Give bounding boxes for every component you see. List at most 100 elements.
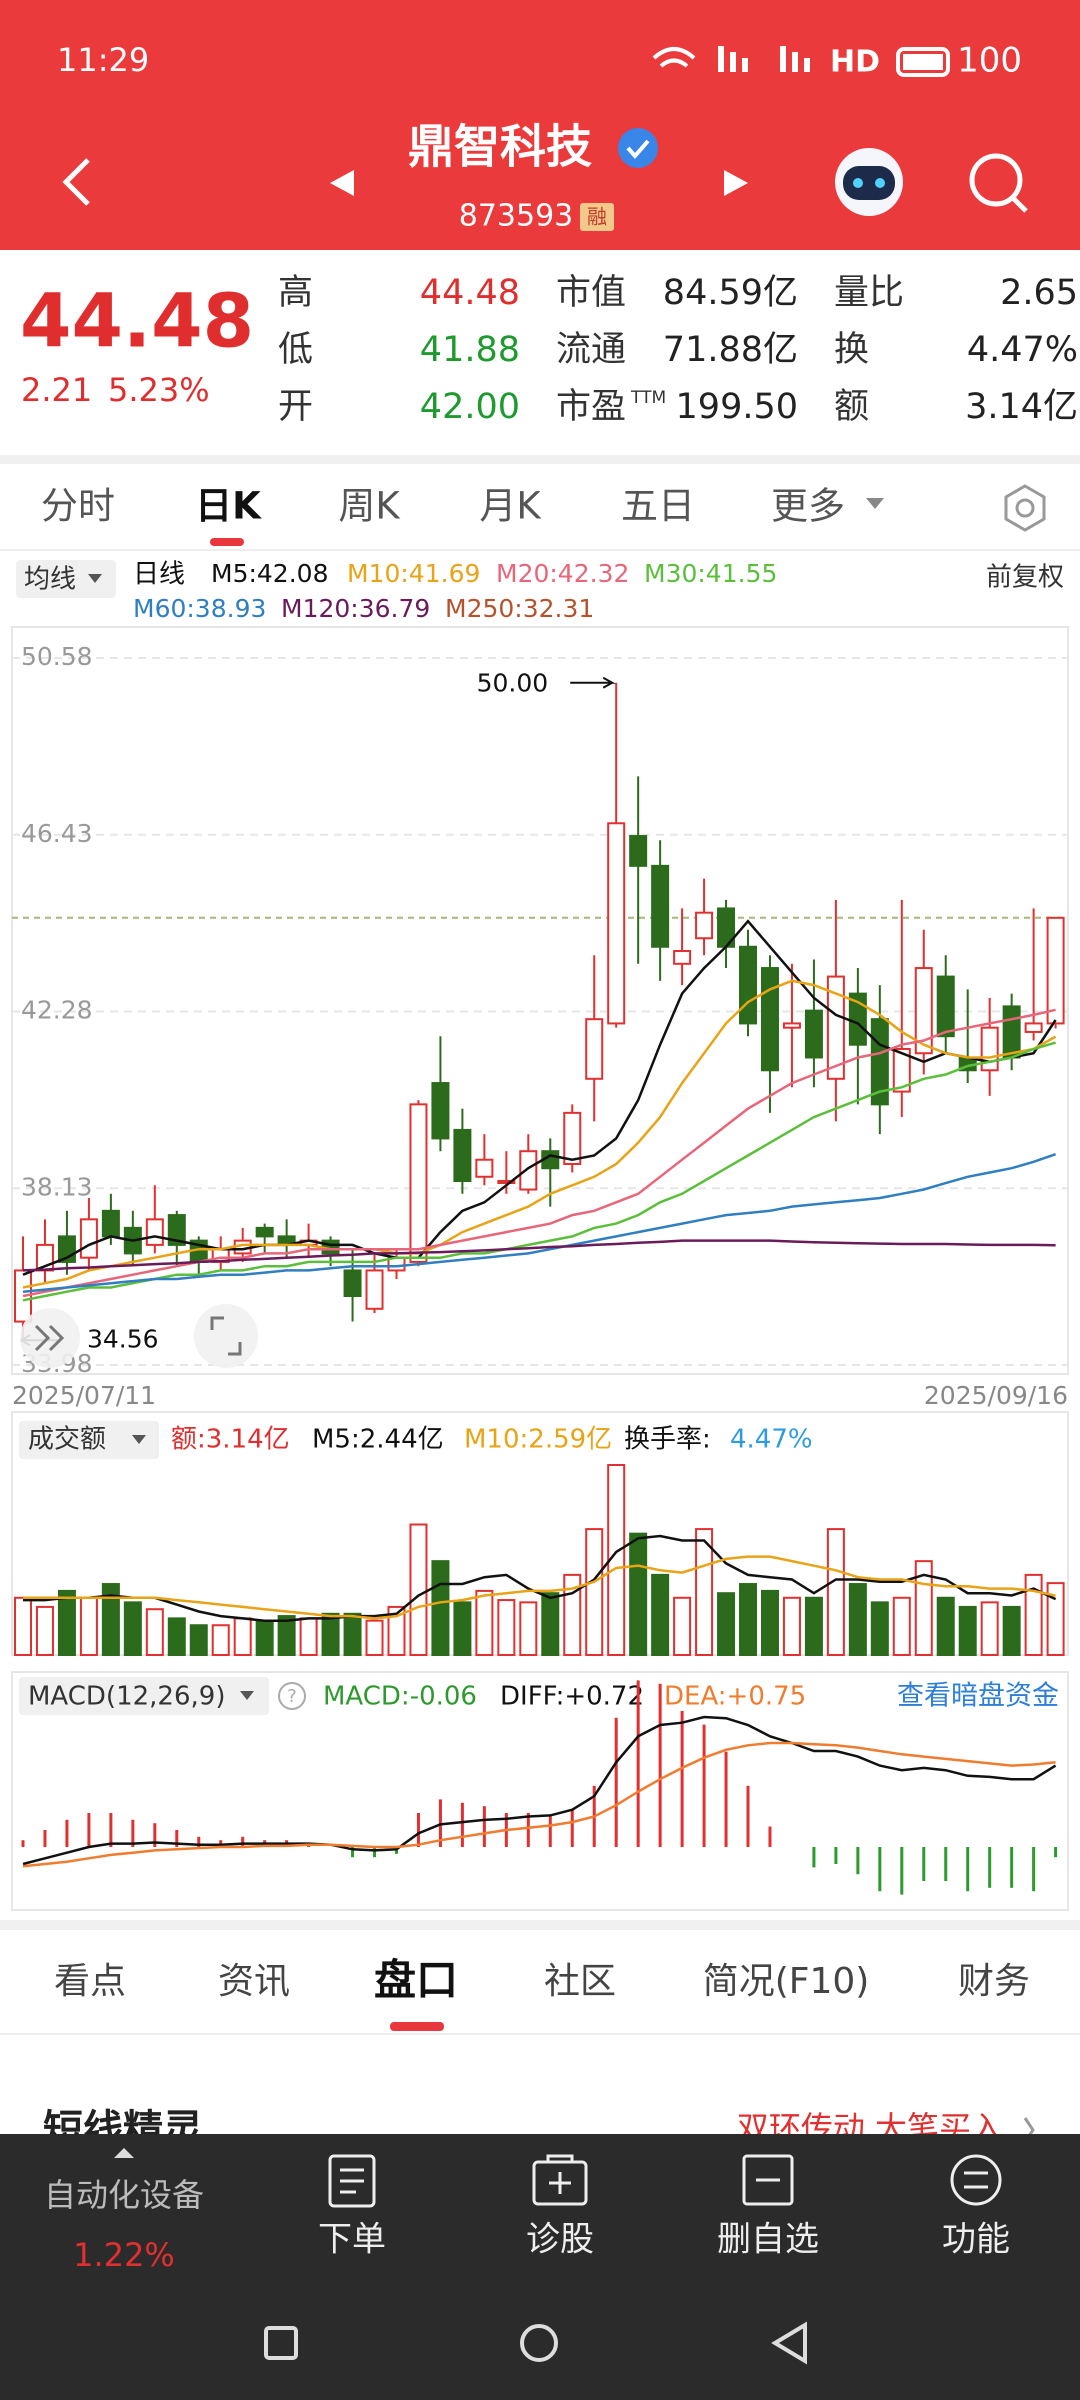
volume-bar <box>936 1596 955 1657</box>
sector-change: 1.22% <box>73 2236 175 2274</box>
y-tick-label: 38.13 <box>21 1172 93 1201</box>
volume-bar <box>453 1601 472 1656</box>
info-tab[interactable]: 社区 <box>544 1961 616 2002</box>
ma-line <box>22 979 1057 1289</box>
info-tab[interactable]: 盘口 <box>374 1956 458 2005</box>
legend-entry: M20:42.32 <box>496 559 629 588</box>
help-icon[interactable] <box>278 1682 306 1710</box>
legend-entry: M10:2.59亿 <box>464 1425 612 1455</box>
volume-button-bg[interactable] <box>19 1421 159 1459</box>
back-nav-button[interactable] <box>771 2321 807 2365</box>
settings-button[interactable] <box>1004 484 1046 532</box>
candle-body <box>804 1009 823 1059</box>
volume-bar <box>629 1532 648 1656</box>
info-tab[interactable]: 财务 <box>958 1961 1030 2002</box>
robot-icon[interactable] <box>835 148 903 216</box>
info-tab[interactable]: 资讯 <box>218 1961 290 2002</box>
candle-body <box>431 1082 450 1140</box>
bottom-button[interactable]: 删自选 <box>717 2220 819 2260</box>
volume-bar <box>804 1596 823 1657</box>
bottom-button[interactable]: 诊股 <box>526 2220 594 2260</box>
status-time: 11:29 <box>57 41 149 79</box>
battery-level-text: 100 <box>957 41 1022 81</box>
volume-button[interactable]: 成交额 <box>28 1425 106 1455</box>
stat-label: 市盈 <box>556 387 626 427</box>
stat-value: 41.88 <box>420 330 520 370</box>
legend-entry: DEA:+0.75 <box>664 1682 806 1712</box>
prev-stock[interactable] <box>330 170 354 196</box>
stat-label: 量比 <box>834 273 904 313</box>
stock-code: 873593 <box>459 199 574 234</box>
macd-line <box>22 1741 1056 1868</box>
more-arrow[interactable] <box>866 498 884 509</box>
volume-bar <box>299 1617 318 1657</box>
dark-pool-link[interactable]: 查看暗盘资金 <box>897 1681 1059 1712</box>
legend-entry: M10:41.69 <box>347 559 480 588</box>
robot-eye <box>853 178 863 188</box>
info-tab[interactable]: 看点 <box>54 1961 126 2002</box>
chart-tab[interactable]: 日K <box>195 485 262 528</box>
volume-bar <box>717 1592 736 1656</box>
verified-badge <box>618 128 658 168</box>
macd-button[interactable]: MACD(12,26,9) <box>28 1682 225 1712</box>
candle-body <box>519 1150 538 1191</box>
signal-icon <box>792 52 798 72</box>
stat-label: 高 <box>278 273 313 313</box>
battery-level <box>903 54 943 70</box>
volume-bar <box>739 1583 758 1656</box>
ma-button-bg[interactable] <box>16 560 116 598</box>
sector-name[interactable]: 自动化设备 <box>44 2176 204 2214</box>
chart-tab[interactable]: 周K <box>338 485 401 528</box>
ma-arrow <box>88 574 102 583</box>
candle-body <box>980 1026 999 1072</box>
legend-entry: M60:38.93 <box>133 594 266 623</box>
candle-body <box>782 1022 801 1029</box>
candle-body <box>673 950 692 965</box>
order-lines <box>340 2168 364 2194</box>
chart-tab[interactable]: 五日 <box>621 485 695 528</box>
back-button[interactable] <box>62 158 90 206</box>
volume-bar <box>475 1589 494 1656</box>
expand-button[interactable] <box>194 1304 258 1368</box>
diagnose-icon[interactable] <box>532 2160 588 2206</box>
recent-button[interactable] <box>264 2326 298 2360</box>
chart-tab[interactable]: 更多 <box>771 485 845 528</box>
margin-tag: 融 <box>587 205 607 229</box>
stat-value: 3.14亿 <box>965 387 1078 427</box>
candle-body <box>365 1269 384 1310</box>
ma-button[interactable]: 均线 <box>24 565 76 595</box>
stat-value: 44.48 <box>420 273 520 313</box>
candle-body <box>892 1047 911 1093</box>
candle-body <box>14 1269 32 1323</box>
volume-arrow <box>132 1435 146 1444</box>
legend-entry: M5:42.08 <box>211 559 328 588</box>
order-icon[interactable] <box>328 2154 376 2208</box>
system-nav <box>264 2321 807 2365</box>
candle-body <box>914 967 933 1055</box>
bottom-button[interactable]: 功能 <box>942 2220 1010 2260</box>
annotation-label: 50.00 <box>477 669 549 698</box>
robot-face <box>843 166 895 200</box>
volume-bar <box>541 1592 560 1656</box>
sector-arrow <box>114 2148 134 2158</box>
settings-dot <box>1015 498 1035 518</box>
chart-tab[interactable]: 月K <box>479 485 542 528</box>
macd-button-bg[interactable] <box>19 1677 269 1715</box>
bottom-button[interactable]: 下单 <box>318 2220 386 2260</box>
remove-icon[interactable] <box>742 2154 794 2206</box>
function-icon[interactable] <box>950 2154 1002 2206</box>
home-button[interactable] <box>520 2324 558 2362</box>
volume-bar <box>497 1599 516 1656</box>
stat-value: 42.00 <box>420 387 520 427</box>
search-button[interactable] <box>969 153 1028 213</box>
next-stock[interactable] <box>724 170 748 196</box>
battery-icon <box>896 47 950 77</box>
volume-bar <box>958 1605 977 1657</box>
info-tab[interactable]: 简况(F10) <box>703 1961 870 2002</box>
signal-icon <box>780 46 786 72</box>
volume-bar <box>1002 1605 1021 1657</box>
annotation-label: 34.56 <box>87 1324 159 1353</box>
chart-tab[interactable]: 分时 <box>41 485 115 528</box>
tab-indicator <box>210 538 244 546</box>
